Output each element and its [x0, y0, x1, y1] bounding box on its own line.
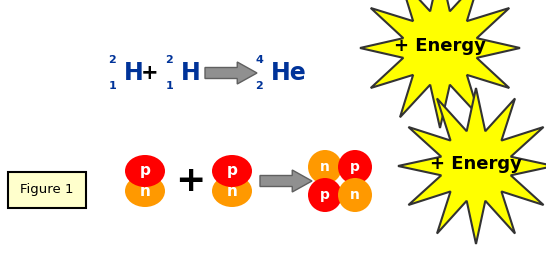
Ellipse shape — [212, 155, 252, 187]
Text: 2: 2 — [255, 81, 263, 91]
Text: Figure 1: Figure 1 — [20, 184, 74, 197]
FancyArrow shape — [260, 170, 312, 192]
Text: 2: 2 — [108, 55, 116, 65]
Text: n: n — [227, 184, 238, 198]
Text: 4: 4 — [255, 55, 263, 65]
Text: H: H — [124, 61, 144, 85]
Text: p: p — [227, 164, 238, 178]
Text: n: n — [320, 160, 330, 174]
Text: 1: 1 — [165, 81, 173, 91]
Text: p: p — [140, 164, 151, 178]
Text: He: He — [271, 61, 307, 85]
Text: + Energy: + Energy — [430, 155, 522, 173]
Circle shape — [308, 150, 342, 184]
FancyBboxPatch shape — [8, 172, 86, 208]
Text: n: n — [140, 184, 151, 198]
Circle shape — [308, 178, 342, 212]
Circle shape — [338, 178, 372, 212]
Polygon shape — [360, 0, 520, 128]
Polygon shape — [398, 88, 546, 244]
Text: p: p — [350, 160, 360, 174]
Text: 2: 2 — [165, 55, 173, 65]
Circle shape — [338, 150, 372, 184]
FancyArrow shape — [205, 62, 257, 84]
Ellipse shape — [125, 175, 165, 207]
Text: +: + — [141, 63, 159, 83]
Text: +: + — [175, 164, 205, 198]
Text: 1: 1 — [108, 81, 116, 91]
Text: n: n — [350, 188, 360, 202]
Text: p: p — [320, 188, 330, 202]
Text: H: H — [181, 61, 201, 85]
Text: + Energy: + Energy — [394, 37, 486, 55]
Ellipse shape — [212, 175, 252, 207]
Ellipse shape — [125, 155, 165, 187]
